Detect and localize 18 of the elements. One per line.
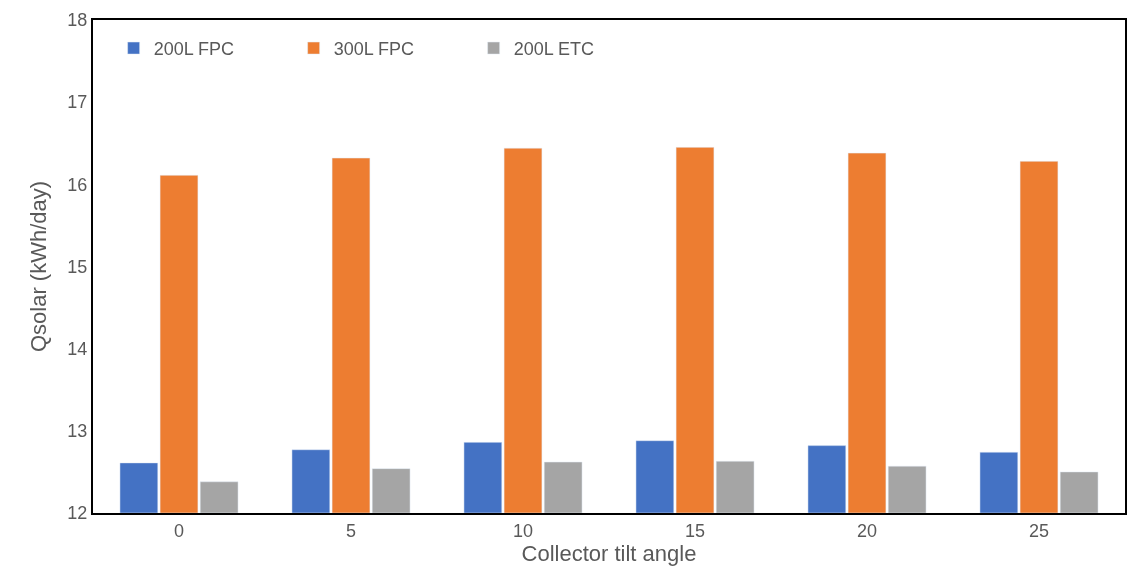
y-tick-label: 13 [67,421,88,442]
y-tick-label: 16 [67,174,88,195]
x-tick-label: 0 [173,520,185,541]
y-tick-label: 14 [67,338,88,359]
x-tick-label: 25 [1028,520,1050,541]
x-tick-label: 15 [684,520,706,541]
y-tick-label: 15 [67,256,88,277]
legend-label: 200L ETC [513,39,595,60]
x-axis-title: Collector tilt angle [521,540,697,566]
y-tick-label: 17 [67,92,88,113]
y-tick-label: 12 [67,503,88,524]
x-tick-label: 10 [512,520,534,541]
y-tick-label: 18 [67,10,88,31]
x-tick-label: 5 [345,520,357,541]
x-tick-label: 20 [856,520,878,541]
y-axis-title: Qsolar (kWh/day) [25,180,51,353]
legend-label: 300L FPC [333,39,415,60]
legend-label: 200L FPC [153,39,235,60]
